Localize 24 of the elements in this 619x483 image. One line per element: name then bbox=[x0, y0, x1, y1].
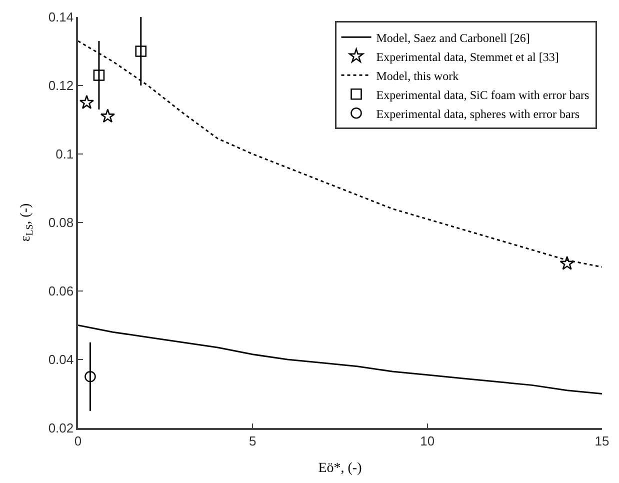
y-tick-label: 0.1 bbox=[56, 146, 74, 162]
legend-label: Experimental data, Stemmet et al [33] bbox=[376, 50, 559, 64]
y-tick-label: 0.12 bbox=[48, 78, 74, 94]
point bbox=[93, 70, 105, 81]
x-axis-title: Eö*, (-) bbox=[318, 461, 362, 476]
point bbox=[100, 108, 115, 123]
x-tick-label: 15 bbox=[594, 433, 610, 448]
point bbox=[79, 94, 94, 109]
legend-label: Experimental data, spheres with error bars bbox=[376, 106, 580, 121]
y-tick-label: 0.06 bbox=[48, 284, 74, 299]
x-tick-label: 5 bbox=[249, 433, 256, 448]
x-tick-label: 10 bbox=[420, 433, 435, 448]
legend-label: Model, Saez and Carbonell [26] bbox=[376, 30, 530, 45]
point bbox=[84, 370, 96, 382]
legend-label: Model, this work bbox=[376, 68, 459, 83]
x-tick-label: 0 bbox=[74, 433, 82, 448]
legend-label: Experimental data, SiC foam with error bars bbox=[376, 88, 590, 102]
y-tick-label: 0.14 bbox=[48, 10, 74, 25]
line-series bbox=[78, 324, 602, 394]
y-tick-label: 0.08 bbox=[48, 215, 74, 230]
point bbox=[135, 46, 147, 57]
point bbox=[560, 256, 574, 270]
y-tick-label: 0.04 bbox=[48, 352, 74, 368]
y-tick-label: 0.02 bbox=[48, 420, 74, 436]
